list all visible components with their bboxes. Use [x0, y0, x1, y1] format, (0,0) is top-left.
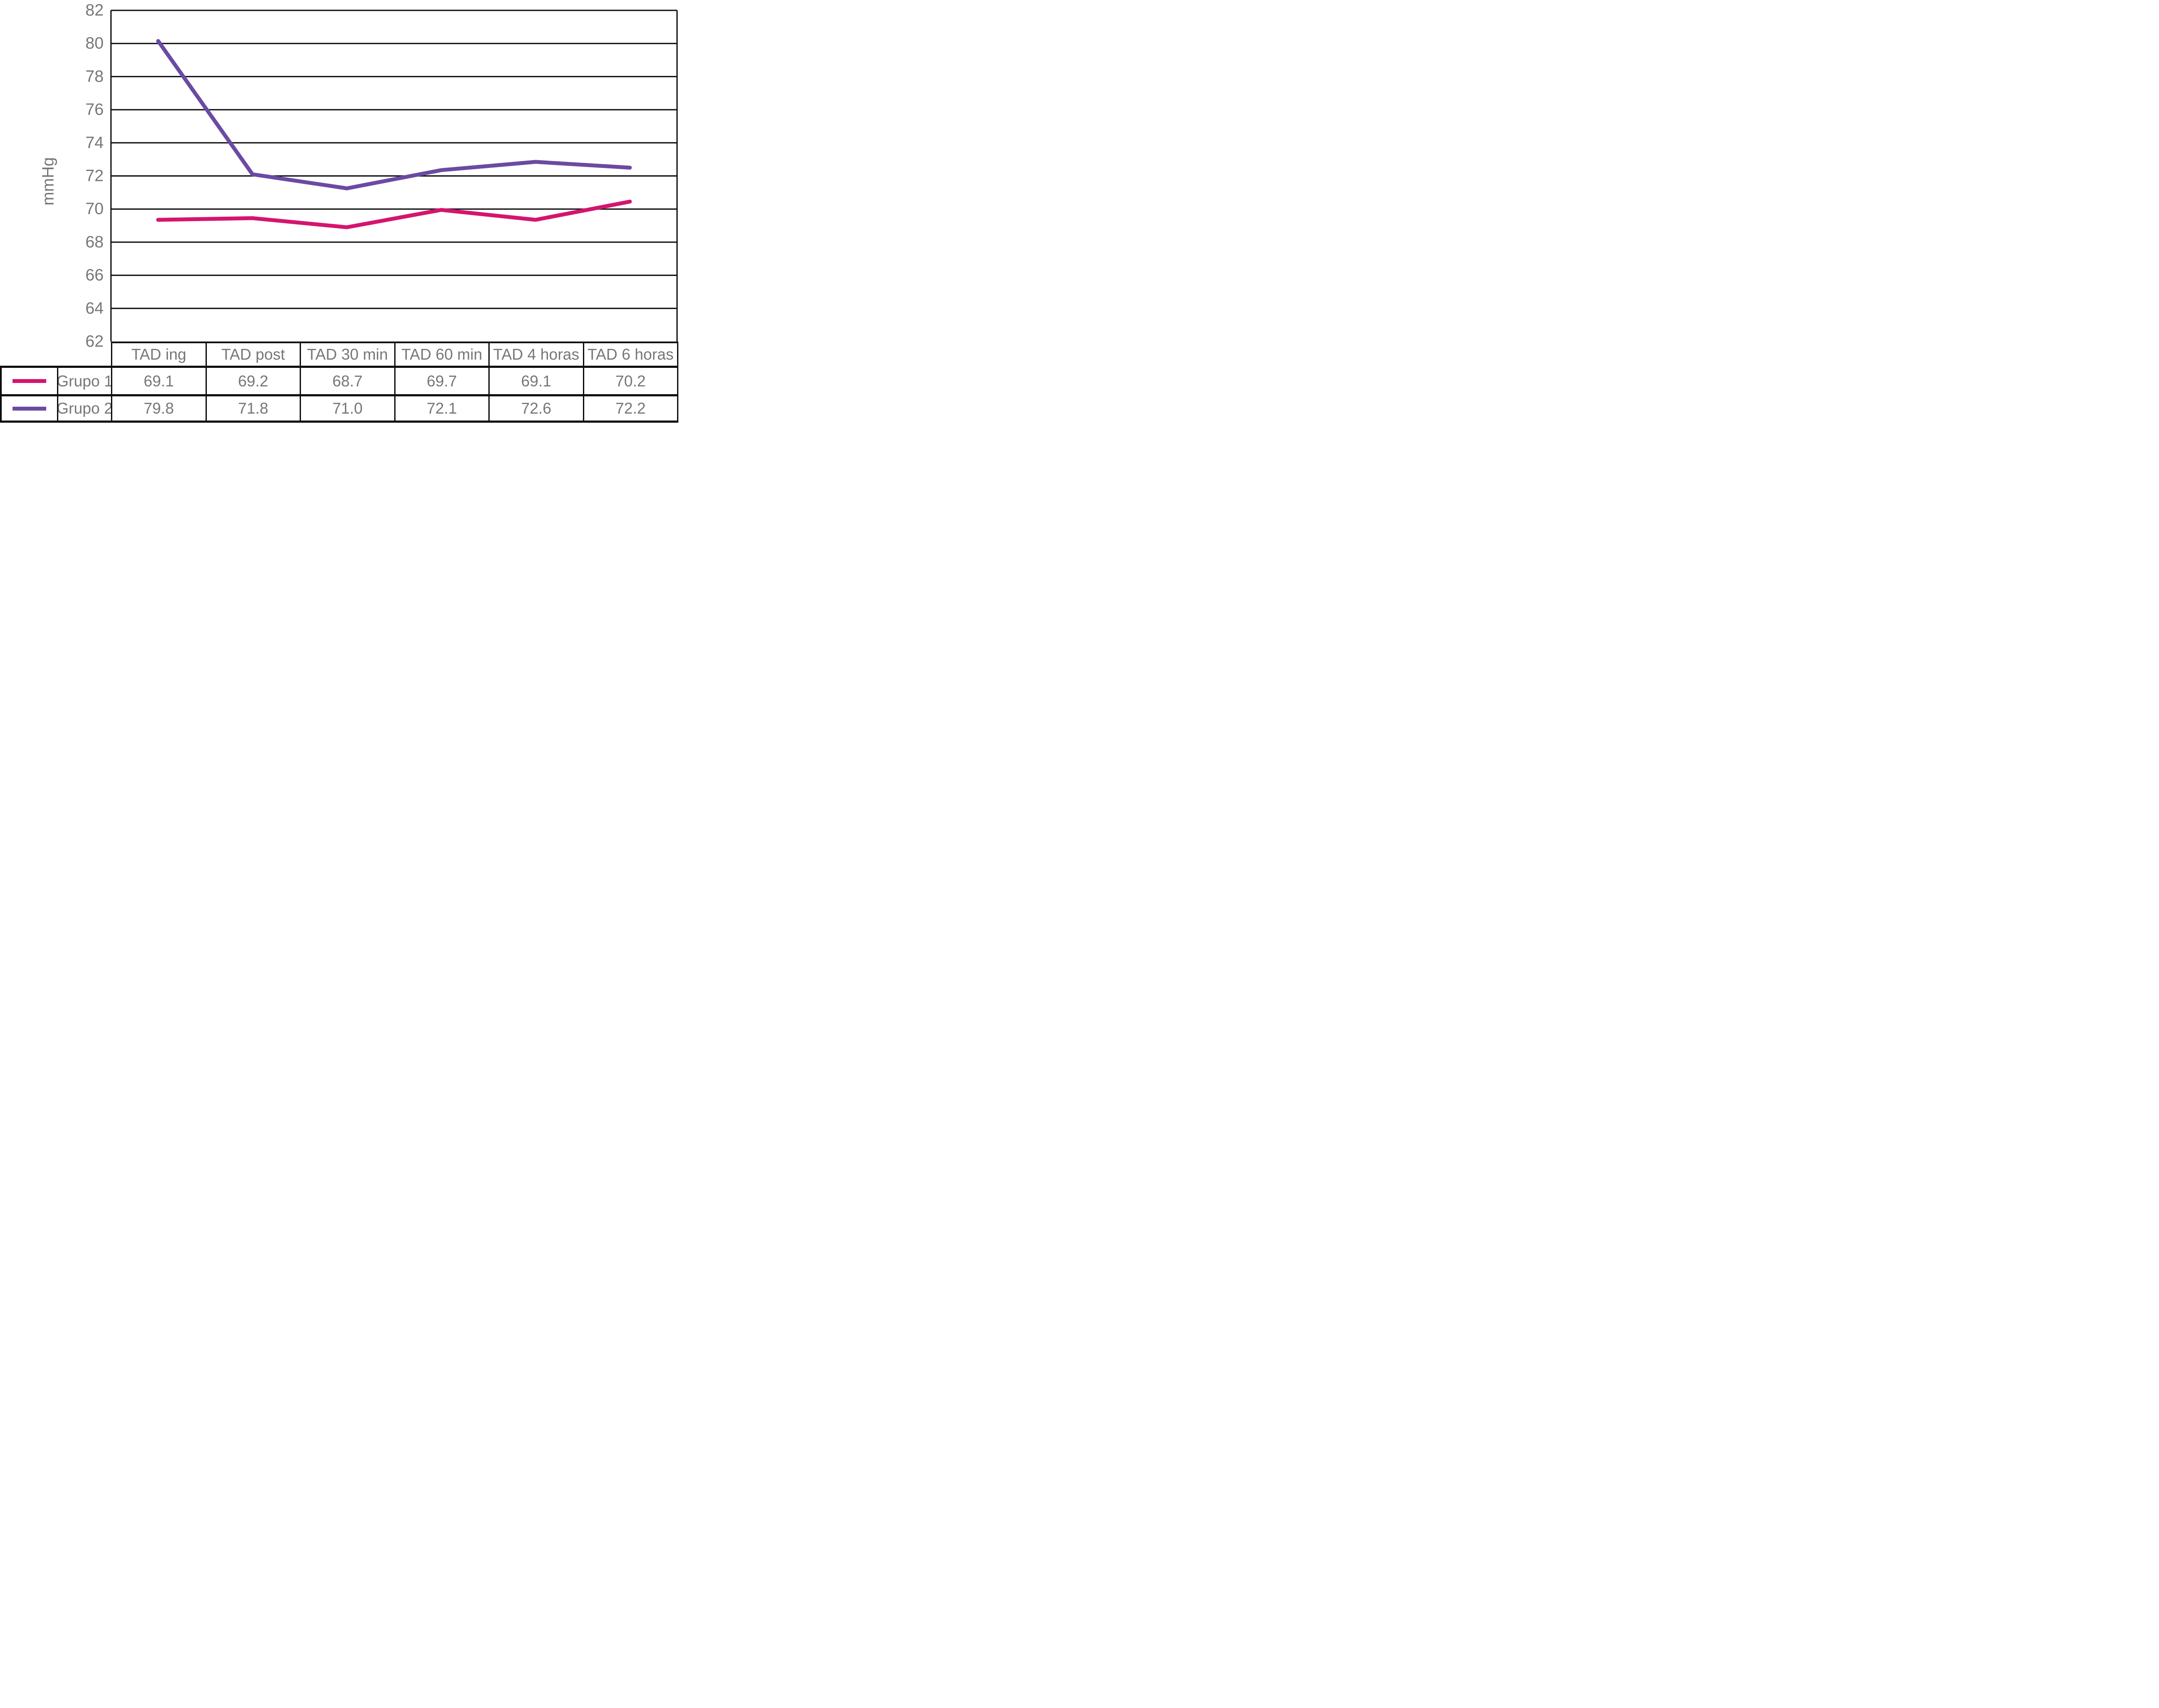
x-axis-category: TAD 30 min: [300, 343, 394, 366]
table-value-cell: 69.2: [205, 368, 300, 394]
table-value-cell: 69.1: [111, 368, 206, 394]
table-value-cell: 68.7: [300, 368, 394, 394]
legend-data-table: Grupo 1 69.1 69.2 68.7 69.7 69.1 70.2 Gr…: [0, 366, 678, 423]
table-value-cell: 72.2: [582, 394, 677, 421]
table-value-cell: 79.8: [111, 394, 206, 421]
legend-line-swatch-grupo-2: [13, 406, 46, 411]
plot-border: [110, 9, 678, 342]
table-value-cell: 69.7: [394, 368, 489, 394]
y-axis-tick-label: 74: [85, 134, 104, 152]
y-axis-unit-label: mmHg: [39, 157, 57, 206]
series-lines: [156, 39, 632, 229]
y-axis-tick-labels: 82 80 78 76 74 72 70 68 66 64 62: [85, 1, 104, 351]
table-value-cell: 71.0: [300, 394, 394, 421]
y-axis-tick-label: 80: [85, 35, 104, 53]
series-line-grupo-1: [156, 199, 632, 229]
table-value-cell: 69.1: [488, 368, 583, 394]
table-value-cell: 72.6: [488, 394, 583, 421]
x-axis-category: TAD 4 horas: [488, 343, 583, 366]
legend-label: Grupo 2: [57, 394, 111, 421]
y-axis-tick-label: 62: [85, 332, 104, 351]
y-axis-tick-label: 68: [85, 233, 104, 251]
y-axis-tick-label: 76: [85, 101, 104, 119]
y-axis-tick-label: 82: [85, 1, 104, 19]
legend-label: Grupo 1: [57, 368, 111, 394]
x-axis-category-row: TAD ing TAD post TAD 30 min TAD 60 min T…: [111, 342, 678, 366]
legend-swatch-cell: [2, 394, 57, 421]
y-axis-tick-label: 70: [85, 200, 104, 218]
table-value-cell: 70.2: [582, 368, 677, 394]
y-axis-tick-label: 66: [85, 266, 104, 285]
line-chart-figure: 82 80 78 76 74 72 70 68 66 64 62 mmHg TAD ing TAD …: [0, 0, 678, 427]
y-axis-tick-label: 72: [85, 167, 104, 185]
table-value-cell: 72.1: [394, 394, 488, 421]
legend-line-swatch-grupo-1: [13, 379, 46, 383]
y-axis-tick-label: 64: [85, 299, 104, 317]
x-axis-category: TAD 6 horas: [582, 343, 678, 366]
gridlines: [111, 43, 677, 309]
x-axis-category: TAD 60 min: [394, 343, 489, 366]
legend-swatch-cell: [2, 368, 57, 394]
table-value-cell: 71.8: [205, 394, 300, 421]
x-axis-category: TAD ing: [111, 343, 206, 366]
y-axis-tick-label: 78: [85, 67, 104, 85]
series-line-grupo-2: [156, 39, 632, 190]
x-axis-category: TAD post: [205, 343, 300, 366]
plot-area: 82 80 78 76 74 72 70 68 66 64 62 mmHg: [39, 1, 678, 351]
